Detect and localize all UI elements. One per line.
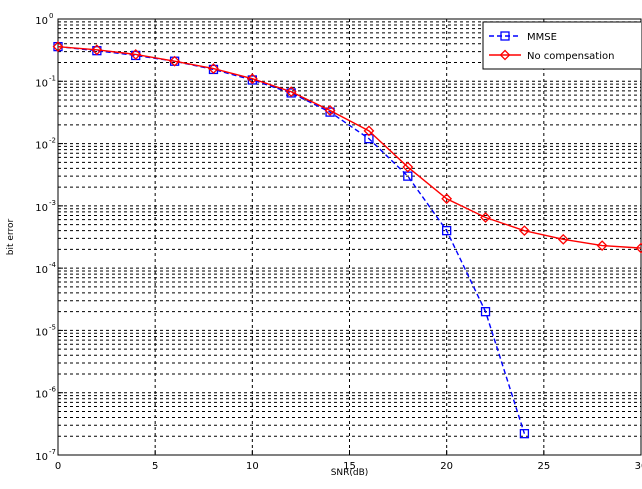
- legend: MMSE No compensation: [482, 21, 641, 70]
- legend-label: No compensation: [527, 51, 614, 62]
- axes: 05101520253010010-110-210-310-410-510-61…: [6, 12, 642, 478]
- x-tick-label: 25: [537, 461, 550, 472]
- y-tick-exponent: -3: [49, 199, 56, 207]
- data-point-marker: [285, 86, 297, 98]
- y-tick-exponent: -4: [49, 261, 57, 269]
- x-tick-label: 0: [55, 461, 61, 472]
- x-tick-label: 10: [246, 461, 259, 472]
- legend-label: MMSE: [527, 32, 557, 43]
- series-line: [57, 45, 642, 249]
- x-tick-label: 5: [152, 461, 158, 472]
- series-line: [57, 45, 526, 434]
- data-point-marker: [480, 212, 491, 223]
- y-tick-label: 10: [35, 141, 48, 152]
- y-tick-label: 10: [35, 78, 48, 89]
- x-tick-label: 20: [440, 461, 453, 472]
- series-no-compensation: [52, 41, 642, 254]
- data-point-marker: [169, 55, 181, 67]
- data-point-marker: [324, 105, 336, 116]
- y-tick-exponent: -5: [49, 323, 56, 331]
- y-tick-label: 10: [35, 203, 48, 214]
- y-tick-label: 10: [35, 16, 48, 27]
- data-point-marker: [596, 240, 608, 252]
- legend-marker: [500, 31, 510, 41]
- data-point-marker: [246, 73, 258, 85]
- data-point-marker: [52, 41, 64, 53]
- data-point-marker: [518, 225, 530, 237]
- y-tick-exponent: -1: [49, 74, 56, 82]
- y-tick-exponent: -2: [49, 137, 56, 145]
- data-point-marker: [402, 161, 414, 173]
- data-point-marker: [91, 44, 103, 56]
- data-point-marker: [363, 125, 375, 137]
- y-axis-label: bit error: [6, 219, 16, 256]
- data-point-marker: [130, 48, 142, 60]
- legend-box: [482, 21, 641, 70]
- data-point-marker: [635, 242, 642, 254]
- y-tick-exponent: -7: [49, 448, 56, 456]
- y-tick-label: 10: [35, 452, 48, 463]
- x-tick-label: 30: [635, 461, 642, 472]
- y-tick-exponent: 0: [49, 12, 53, 20]
- grid-lines: [58, 19, 641, 456]
- data-point-marker: [480, 307, 491, 317]
- data-point-marker: [442, 225, 452, 236]
- y-tick-label: 10: [35, 390, 48, 401]
- data-point-marker: [557, 233, 569, 245]
- y-tick-label: 10: [35, 327, 48, 338]
- x-tick-label: 15: [343, 461, 356, 472]
- x-axis-label: SNR(dB): [331, 468, 369, 478]
- series-group: [52, 41, 642, 439]
- y-tick-label: 10: [35, 265, 48, 276]
- data-point-marker: [208, 63, 219, 74]
- data-point-marker: [441, 193, 453, 205]
- legend-marker: [499, 49, 511, 61]
- data-point-marker: [519, 429, 530, 439]
- legend-box-group: MMSE No compensation: [482, 21, 641, 70]
- y-tick-exponent: -6: [49, 386, 57, 394]
